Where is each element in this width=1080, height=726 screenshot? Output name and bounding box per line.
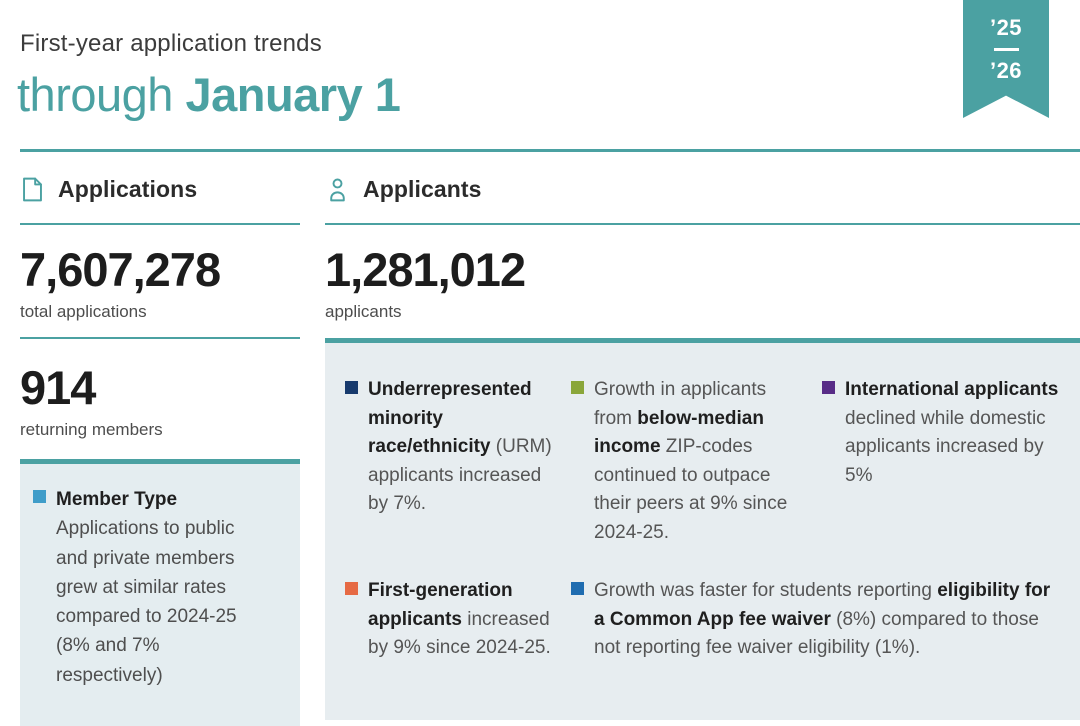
applications-stat-divider [20,337,300,339]
insight-text: Underrepresented minority race/ethnicity… [368,379,552,514]
applicants-column: Applicants 1,281,012 applicants Underrep… [325,174,1080,720]
page-title-bold: January 1 [185,68,401,121]
insight-bullet-icon [571,582,584,595]
member-type-body: Applications to public and private membe… [56,518,237,686]
ribbon-year-top: ’25 [989,15,1023,40]
insight-text: International applicants declined while … [845,379,1059,486]
applications-header-divider [20,223,300,225]
insight-text: Growth in applicants from below-median i… [594,379,788,543]
applications-header: Applications [20,174,300,204]
insight-text: Growth was faster for students reporting… [594,580,1051,658]
insight-item: Growth was faster for students reporting… [571,577,1060,663]
applicants-label: applicants [325,302,402,321]
insight-item: International applicants declined while … [822,376,1060,547]
page-title-regular: through [17,68,186,121]
page-title: through January 1 [17,68,401,122]
ribbon-year-bottom: ’26 [989,58,1023,83]
total-applications-value: 7,607,278 [20,243,221,296]
header-divider [20,149,1080,152]
member-type-item: Member Type Applications to public and p… [33,485,288,690]
year-ribbon: ’25 ’26 [963,0,1049,118]
total-applications-label: total applications [20,302,147,321]
insight-bullet-icon [345,381,358,394]
applications-column: Applications 7,607,278 total application… [20,174,300,726]
member-type-bullet-icon [33,490,46,503]
applicants-section-label: Applicants [363,175,482,202]
person-icon [325,175,350,204]
page-subtitle: First-year application trends [20,30,322,57]
insight-item: First-generation applicants increased by… [345,577,557,663]
applicants-value: 1,281,012 [325,243,526,296]
insight-item: Growth in applicants from below-median i… [571,376,808,547]
applicants-header-divider [325,223,1080,225]
member-type-title: Member Type [56,489,178,510]
applications-section-label: Applications [58,175,198,202]
insight-bullet-icon [822,381,835,394]
insight-bullet-icon [571,381,584,394]
applicant-insights-box: Underrepresented minority race/ethnicity… [325,338,1080,720]
insight-bullet-icon [345,582,358,595]
member-type-text: Member Type Applications to public and p… [56,485,246,690]
insight-text: First-generation applicants increased by… [368,580,551,658]
applicants-header: Applicants [325,174,1080,204]
ribbon-separator [993,48,1019,51]
returning-members-label: returning members [20,420,163,439]
document-icon [20,175,45,204]
returning-members-value: 914 [20,361,96,414]
insight-item: Underrepresented minority race/ethnicity… [345,376,557,547]
member-type-box: Member Type Applications to public and p… [20,459,300,726]
